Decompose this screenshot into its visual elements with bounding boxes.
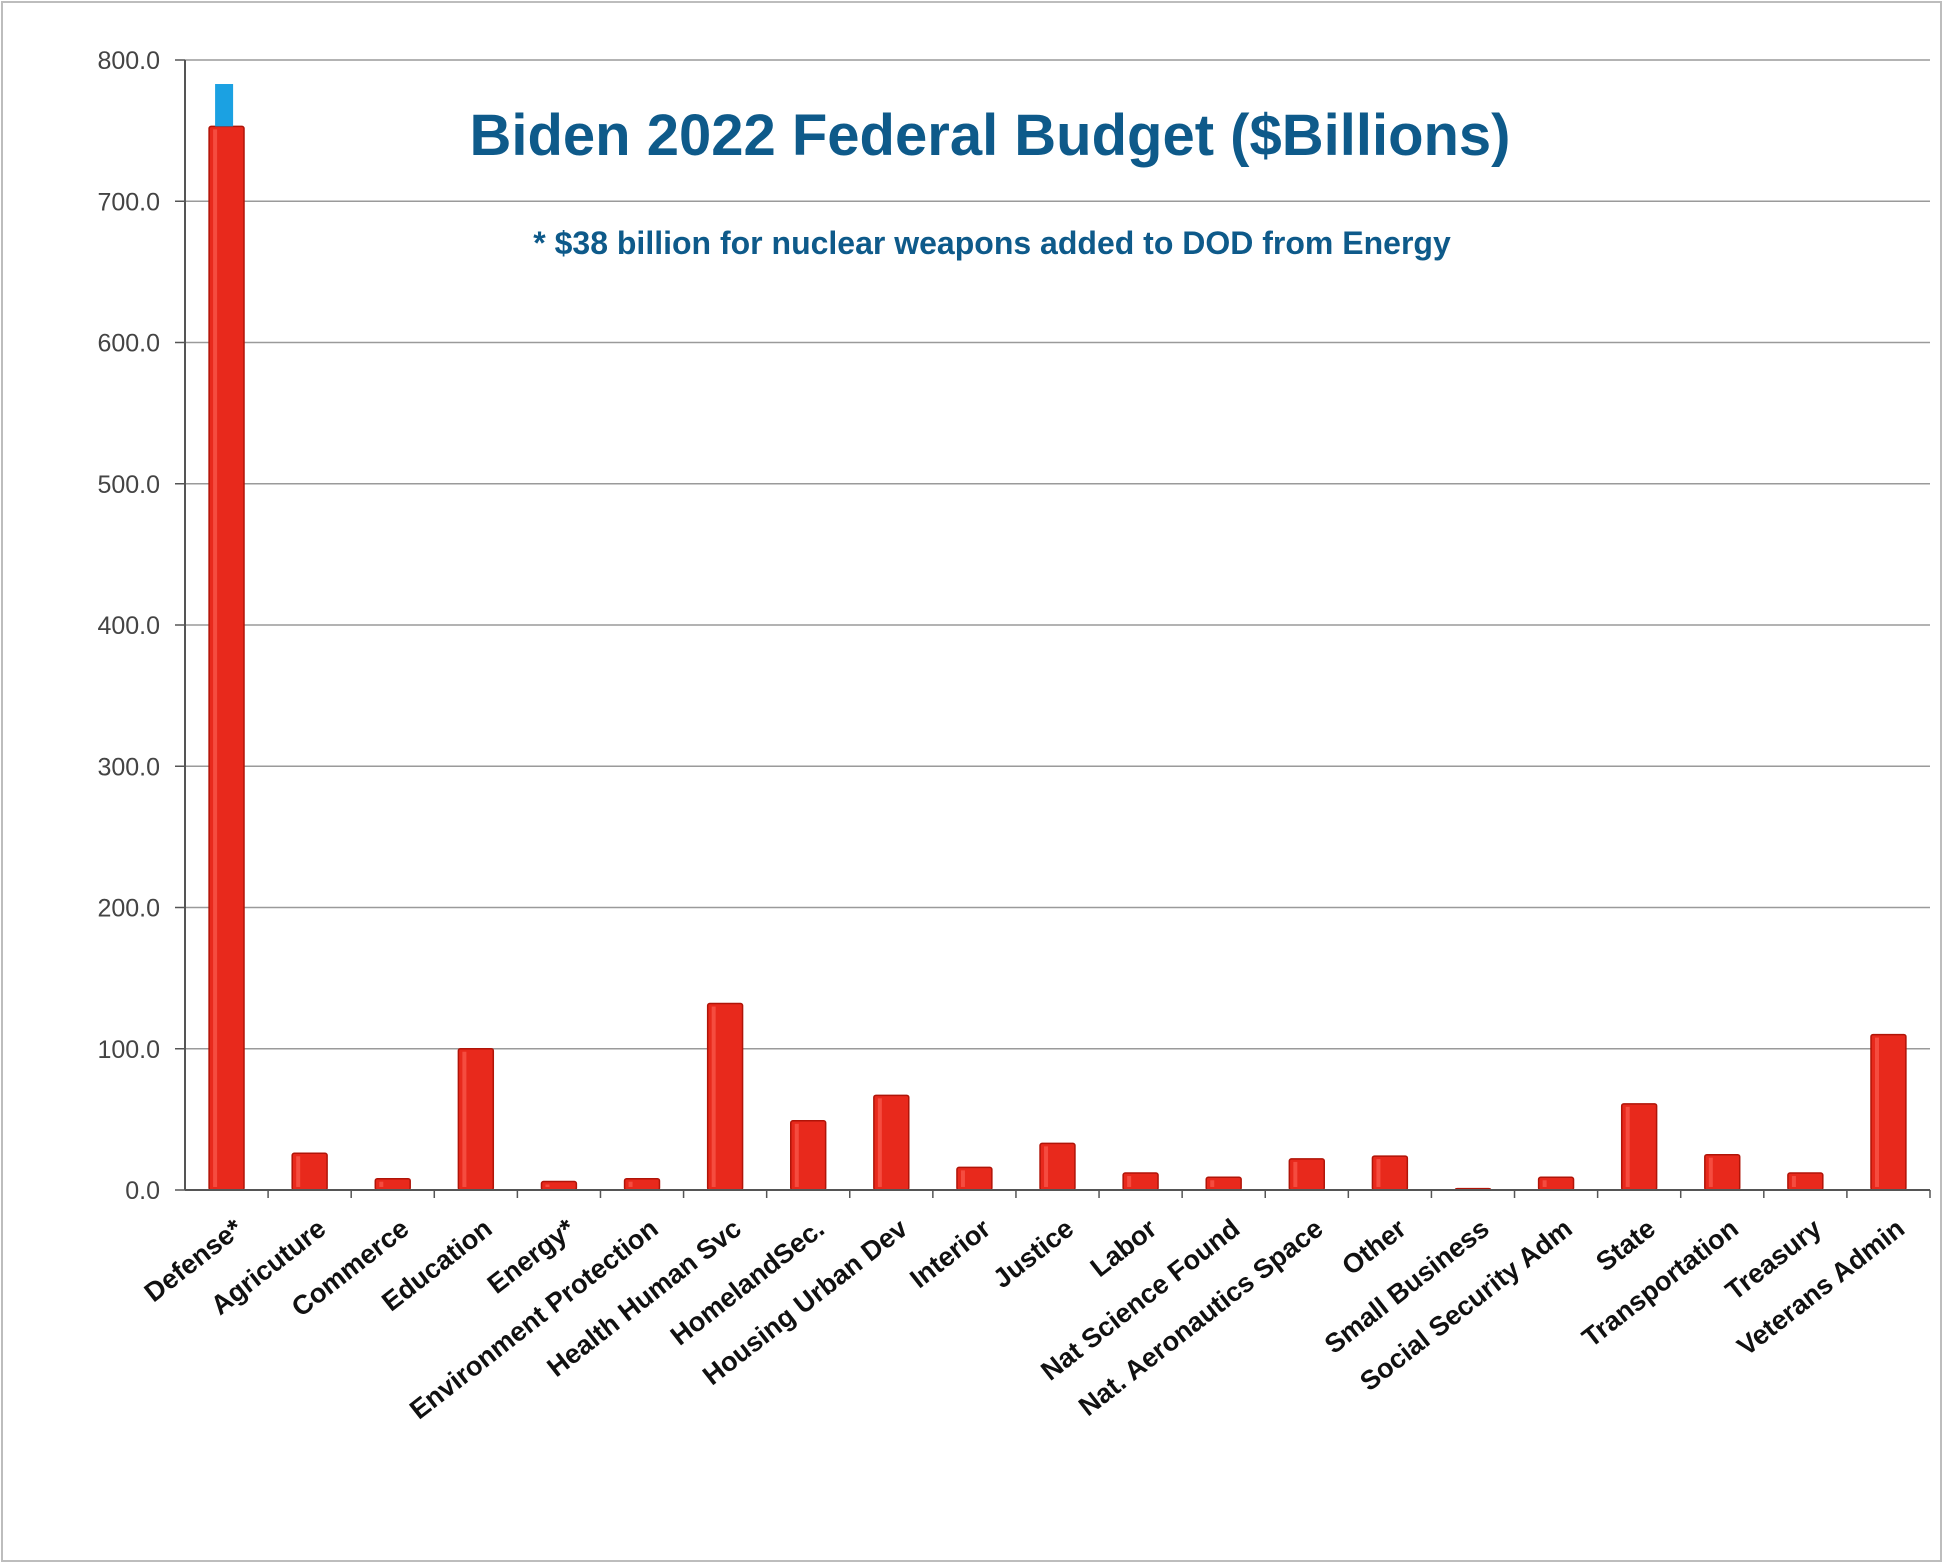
bar-shine <box>1791 1176 1796 1187</box>
bar-shine <box>1210 1180 1215 1187</box>
bar-shine <box>1875 1037 1880 1187</box>
y-tick-label: 100.0 <box>97 1036 160 1064</box>
bar-shine <box>296 1156 301 1187</box>
bar-shine <box>1127 1176 1132 1187</box>
bar-shine <box>1708 1157 1713 1187</box>
y-tick-label: 700.0 <box>97 188 160 216</box>
bar-shine <box>1625 1106 1630 1187</box>
bar-shine <box>1293 1161 1298 1187</box>
bar-added-segment <box>215 84 234 127</box>
bar-shine <box>960 1170 965 1187</box>
bar-shine <box>877 1098 882 1187</box>
y-tick-label: 200.0 <box>97 895 160 923</box>
bar-shine <box>794 1123 799 1187</box>
y-tick-label: 0.0 <box>125 1177 160 1205</box>
chart-subtitle: * $38 billion for nuclear weapons added … <box>533 225 1451 261</box>
bar-shine <box>379 1181 384 1187</box>
bar-shine <box>1542 1180 1547 1187</box>
bars <box>208 84 1907 1191</box>
chart-title: Biden 2022 Federal Budget ($Billions) <box>470 103 1511 168</box>
bar-shine <box>1376 1159 1381 1187</box>
bar-shine <box>545 1184 550 1187</box>
bar-shine <box>711 1006 716 1187</box>
bar-shine <box>1044 1146 1049 1187</box>
bar-shine <box>213 129 218 1188</box>
y-tick-label: 800.0 <box>97 47 160 75</box>
axes <box>175 59 1931 1198</box>
bar-shine <box>628 1181 633 1187</box>
y-tick-label: 400.0 <box>97 612 160 640</box>
bar-shine <box>462 1051 467 1187</box>
y-tick-label: 500.0 <box>97 471 160 499</box>
y-tick-label: 300.0 <box>97 753 160 781</box>
y-tick-label: 600.0 <box>97 330 160 358</box>
